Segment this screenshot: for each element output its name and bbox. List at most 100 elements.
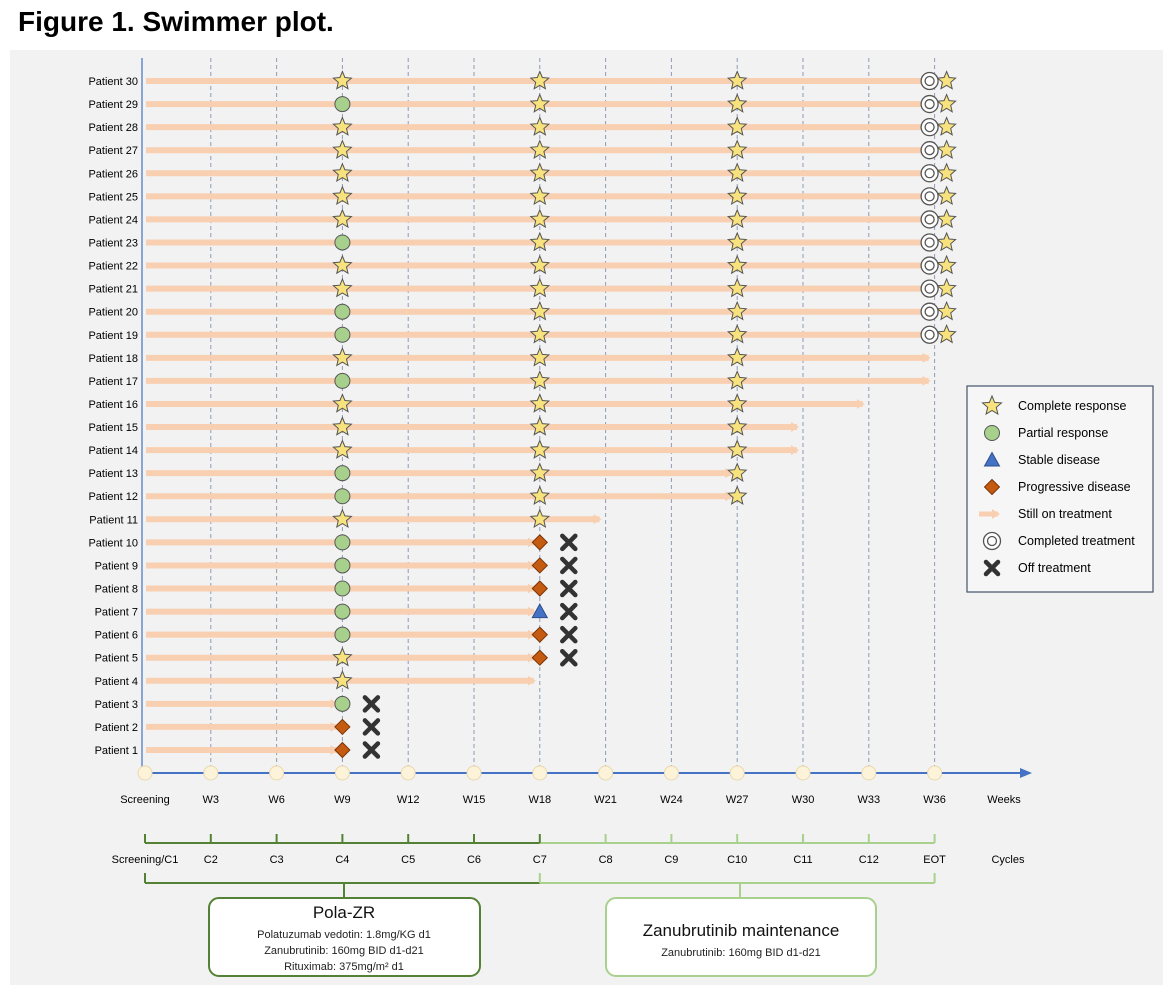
- complete-response-marker: [726, 370, 748, 390]
- axis-dot: [400, 765, 416, 781]
- phase-title: Pola-ZR: [313, 903, 375, 922]
- cycle-tick-label: C11: [793, 854, 812, 866]
- patient-label: Patient 17: [88, 376, 138, 388]
- patient-label: Patient 8: [95, 584, 138, 596]
- cycle-tick-label: C6: [467, 854, 481, 866]
- phase-detail: Zanubrutinib: 160mg BID d1-d21: [264, 945, 424, 957]
- complete-response-marker: [936, 254, 957, 275]
- off-treatment-marker: [560, 625, 578, 644]
- patient-label: Patient 26: [88, 168, 138, 180]
- legend-x-icon: [983, 559, 1001, 577]
- complete-response-marker: [726, 416, 748, 436]
- partial-response-marker: [334, 234, 351, 251]
- cycle-tick-label: C2: [204, 854, 218, 866]
- complete-response-marker: [726, 462, 748, 482]
- week-tick-label: W6: [268, 794, 285, 806]
- completed-treatment-marker: [920, 71, 939, 91]
- complete-response-marker: [726, 231, 748, 252]
- complete-response-marker: [332, 116, 353, 136]
- complete-response-marker: [332, 439, 353, 459]
- week-tick-label: W36: [923, 794, 946, 806]
- complete-response-marker: [332, 393, 353, 413]
- cycle-tick-label: C10: [727, 854, 747, 866]
- partial-response-marker: [334, 534, 351, 551]
- complete-response-marker: [332, 346, 353, 367]
- complete-response-marker: [332, 139, 353, 159]
- partial-response-marker: [334, 626, 351, 643]
- partial-response-marker: [334, 372, 351, 389]
- progressive-disease-marker: [531, 580, 549, 597]
- off-treatment-marker: [560, 556, 578, 575]
- progressive-disease-marker: [531, 649, 549, 666]
- complete-response-marker: [936, 277, 957, 298]
- progressive-disease-marker: [531, 534, 549, 551]
- patient-label: Patient 1: [95, 745, 138, 757]
- legend-label: Complete response: [1018, 399, 1126, 413]
- complete-response-marker: [529, 323, 551, 344]
- complete-response-marker: [529, 439, 551, 459]
- partial-response-marker: [334, 465, 351, 482]
- axis-dot: [203, 765, 219, 781]
- patient-label: Patient 6: [95, 630, 138, 642]
- complete-response-marker: [529, 231, 551, 252]
- week-tick-label: W27: [726, 794, 749, 806]
- complete-response-marker: [529, 346, 551, 367]
- progressive-disease-marker: [334, 741, 351, 759]
- complete-response-marker: [726, 162, 748, 183]
- axis-dot: [795, 765, 811, 781]
- complete-response-marker: [726, 485, 748, 505]
- complete-response-marker: [529, 370, 551, 390]
- complete-response-marker: [332, 208, 353, 229]
- stable-disease-marker: [531, 603, 549, 619]
- complete-response-marker: [529, 393, 551, 413]
- complete-response-marker: [936, 300, 957, 321]
- complete-response-marker: [332, 70, 353, 90]
- cycle-tick-label: C9: [664, 854, 678, 866]
- complete-response-marker: [529, 254, 551, 275]
- legend-label: Stable disease: [1018, 453, 1100, 467]
- patient-label: Patient 19: [88, 330, 138, 342]
- week-tick-label: W3: [203, 794, 220, 806]
- completed-treatment-marker: [920, 141, 939, 160]
- patient-label: Patient 10: [88, 537, 138, 549]
- patient-label: Patient 21: [88, 284, 138, 296]
- progressive-disease-marker: [334, 718, 351, 736]
- legend-diamond-icon: [983, 478, 1001, 496]
- complete-response-marker: [332, 646, 353, 667]
- complete-response-marker: [936, 116, 957, 136]
- legend-label: Progressive disease: [1018, 480, 1131, 494]
- complete-response-marker: [936, 162, 957, 183]
- partial-response-marker: [334, 580, 351, 597]
- off-treatment-marker: [362, 695, 381, 713]
- partial-response-marker: [334, 603, 351, 620]
- complete-response-marker: [529, 508, 551, 529]
- axis-dot: [663, 765, 679, 781]
- axis-dot: [137, 765, 153, 781]
- week-tick-label: W24: [660, 794, 683, 806]
- complete-response-marker: [726, 393, 748, 413]
- off-treatment-marker: [362, 718, 381, 736]
- cycle-tick-label: C4: [335, 854, 349, 866]
- complete-response-marker: [726, 70, 748, 90]
- phase-box-maintenance: [605, 897, 877, 977]
- legend-label: Partial response: [1018, 426, 1108, 440]
- patient-label: Patient 7: [95, 607, 138, 619]
- phase-detail: Zanubrutinib: 160mg BID d1-d21: [661, 947, 821, 959]
- phase-detail: Polatuzumab vedotin: 1.8mg/KG d1: [257, 929, 431, 941]
- complete-response-marker: [726, 116, 748, 136]
- week-tick-label: W9: [334, 794, 351, 806]
- patient-label: Patient 16: [88, 399, 138, 411]
- cycle-tick-label: C7: [533, 854, 547, 866]
- cycle-tick-label: EOT: [923, 854, 946, 866]
- complete-response-marker: [936, 93, 957, 113]
- patient-label: Patient 4: [95, 676, 138, 688]
- patient-label: Patient 9: [95, 560, 138, 572]
- completed-treatment-marker: [920, 210, 939, 229]
- completed-treatment-marker: [920, 94, 939, 114]
- patient-label: Patient 25: [88, 191, 138, 203]
- legend-label: Still on treatment: [1018, 507, 1112, 521]
- complete-response-marker: [332, 508, 353, 529]
- week-tick-label: W30: [792, 794, 815, 806]
- complete-response-marker: [529, 485, 551, 505]
